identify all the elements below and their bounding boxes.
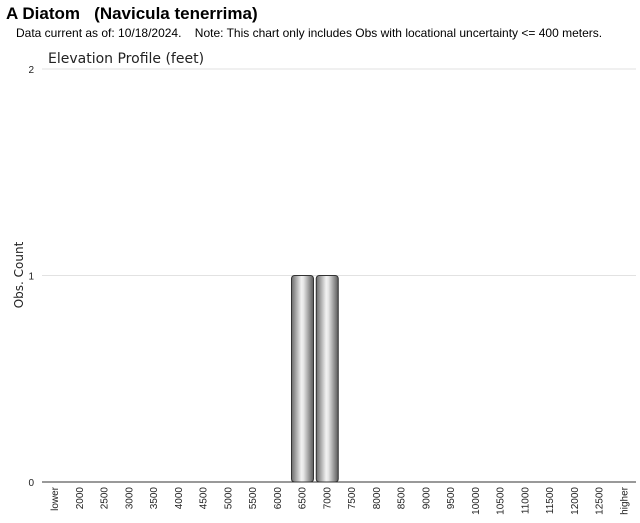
x-tick-label: 9500: [446, 487, 457, 510]
x-tick-label: 4000: [174, 487, 185, 510]
x-tick-label: 2000: [75, 487, 86, 510]
chart-title: Elevation Profile (feet): [48, 51, 204, 67]
x-tick-label: 3500: [149, 487, 160, 510]
x-tick-label: 11000: [520, 487, 531, 515]
x-tick-label: 6000: [273, 487, 284, 510]
x-tick-label: 6500: [298, 487, 309, 510]
x-tick-label: 2500: [100, 487, 111, 510]
x-tick-label: 10500: [496, 487, 507, 515]
y-tick-label: 0: [28, 478, 34, 489]
page-title: A Diatom (Navicula tenerrima): [6, 4, 258, 23]
x-tick-label: 7500: [347, 487, 358, 510]
bar: [315, 275, 339, 483]
y-tick-label: 1: [28, 272, 34, 283]
x-tick-label: 4500: [199, 487, 210, 510]
x-tick-label: lower: [50, 486, 61, 511]
data-note: Data current as of: 10/18/2024. Note: Th…: [16, 26, 603, 40]
x-tick-label: 3000: [124, 487, 135, 510]
x-tick-label: 12000: [570, 487, 581, 515]
y-axis-label: Obs. Count: [12, 241, 26, 308]
x-tick-label: 11500: [545, 487, 556, 515]
x-tick-label: 8000: [372, 487, 383, 510]
x-tick-label: 5500: [248, 487, 259, 510]
bar: [291, 275, 314, 483]
x-tick-label: higher: [619, 486, 630, 514]
y-tick-label: 2: [28, 65, 34, 76]
x-tick-label: 7000: [322, 487, 333, 510]
x-tick-label: 5000: [223, 487, 234, 510]
x-tick-label: 12500: [595, 487, 606, 515]
x-tick-label: 8500: [397, 487, 408, 510]
x-tick-label: 9000: [421, 487, 432, 510]
x-tick-label: 10000: [471, 487, 482, 515]
